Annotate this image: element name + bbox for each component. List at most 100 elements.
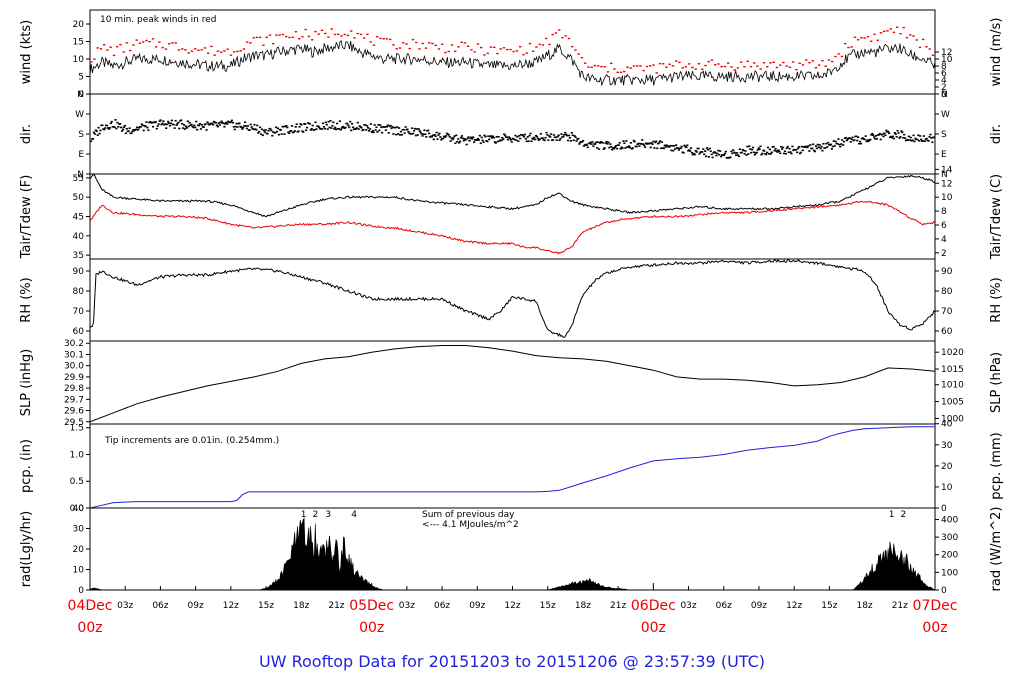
right-tick-label: 30: [941, 441, 953, 451]
direction-dot: [175, 124, 178, 126]
direction-dot: [692, 152, 695, 155]
direction-dot: [99, 129, 102, 132]
panel-slp: 29.529.6 29.729.829.930.0 30.130.2 1000 1005…: [19, 339, 1004, 428]
direction-dot: [524, 138, 527, 140]
direction-dot: [543, 139, 546, 142]
direction-dot: [768, 148, 772, 151]
direction-dot: [613, 146, 617, 149]
direction-dot: [919, 135, 922, 137]
direction-dot: [136, 126, 139, 129]
direction-dot: [578, 143, 581, 145]
left-tick-label: 0: [78, 90, 84, 100]
direction-dot: [698, 152, 701, 155]
direction-dot: [799, 151, 802, 154]
direction-dot: [399, 130, 403, 133]
day-date-label: 06Dec: [631, 598, 676, 614]
direction-dot: [736, 154, 740, 156]
x-tick-label: 06z: [716, 601, 732, 611]
direction-dot: [293, 130, 296, 132]
direction-dot: [916, 138, 919, 141]
direction-dot: [686, 144, 689, 147]
direction-dot: [533, 136, 536, 139]
direction-dot: [141, 124, 144, 127]
direction-dot: [714, 151, 717, 154]
direction-dot: [653, 147, 656, 149]
direction-dot: [711, 156, 714, 159]
direction-dot: [321, 122, 325, 125]
direction-dot: [761, 152, 764, 155]
direction-dot: [638, 145, 641, 147]
direction-dot: [813, 150, 817, 153]
direction-dot: [502, 138, 505, 141]
direction-dot: [834, 140, 837, 143]
direction-dot: [181, 122, 184, 125]
direction-dot: [461, 137, 464, 140]
direction-dot: [417, 128, 420, 130]
direction-dot: [636, 143, 639, 146]
direction-dot: [620, 146, 623, 149]
direction-dot: [878, 132, 881, 135]
direction-dot: [390, 127, 393, 130]
left-tick-label: 60: [73, 327, 85, 337]
direction-dot: [230, 119, 234, 122]
direction-dot: [360, 126, 363, 129]
direction-dot: [117, 126, 120, 128]
direction-dot: [478, 134, 481, 137]
direction-dot: [326, 128, 329, 130]
direction-dot: [899, 136, 902, 138]
direction-dot: [374, 129, 377, 131]
right-tick-label: 10: [941, 193, 953, 203]
direction-dot: [202, 126, 205, 128]
direction-dot: [604, 142, 607, 145]
right-tick-label: 80: [941, 287, 953, 297]
direction-dot: [248, 129, 251, 131]
direction-dot: [824, 147, 827, 149]
day-date-label: 04Dec: [68, 598, 113, 614]
direction-dot: [354, 128, 357, 130]
direction-dot: [548, 135, 551, 137]
plot-area-rad: [90, 517, 935, 590]
y-axis-label-right: wind (m/s): [989, 18, 1004, 87]
direction-dot: [782, 152, 786, 155]
direction-dot: [177, 121, 180, 124]
direction-dot: [339, 128, 342, 131]
direction-dot: [842, 140, 846, 143]
direction-dot: [349, 120, 352, 123]
left-tick-label: 45: [73, 213, 84, 223]
direction-dot: [798, 152, 802, 155]
direction-dot: [162, 120, 165, 122]
direction-dot: [449, 140, 452, 142]
direction-dot: [468, 139, 471, 142]
direction-dot: [411, 127, 414, 129]
direction-dot: [276, 127, 280, 130]
direction-dot: [471, 138, 474, 140]
direction-dot: [637, 142, 640, 145]
right-tick-label: 1010: [941, 381, 964, 391]
left-tick-label: 0: [78, 586, 84, 596]
direction-dot: [581, 141, 584, 143]
direction-dot: [642, 143, 645, 145]
direction-dot: [521, 134, 525, 137]
direction-dot: [547, 139, 550, 141]
direction-dot: [219, 121, 222, 124]
direction-dot: [313, 128, 316, 131]
direction-dot: [759, 145, 762, 148]
direction-dot: [751, 146, 755, 149]
direction-dot: [427, 129, 430, 132]
direction-dot: [106, 127, 110, 129]
panel-pcp: 0.0 0.5 1.0 1.5 0 10 20 30 40 pcp. (in) pcp. (mm) T…: [19, 420, 1004, 514]
left-tick-label: 1.5: [70, 424, 84, 434]
direction-dot: [270, 129, 273, 132]
plot-area-slp: [90, 345, 935, 423]
direction-dot: [518, 134, 521, 137]
direction-dot: [101, 124, 104, 127]
direction-dot: [594, 143, 597, 145]
direction-dot: [168, 124, 172, 127]
panel-annotation: Tip increments are 0.01in. (0.254mm.): [104, 436, 279, 446]
direction-dot: [191, 125, 194, 128]
direction-dot: [290, 125, 294, 127]
direction-dot: [826, 146, 829, 148]
direction-dot: [249, 123, 252, 126]
direction-dot: [914, 137, 917, 140]
